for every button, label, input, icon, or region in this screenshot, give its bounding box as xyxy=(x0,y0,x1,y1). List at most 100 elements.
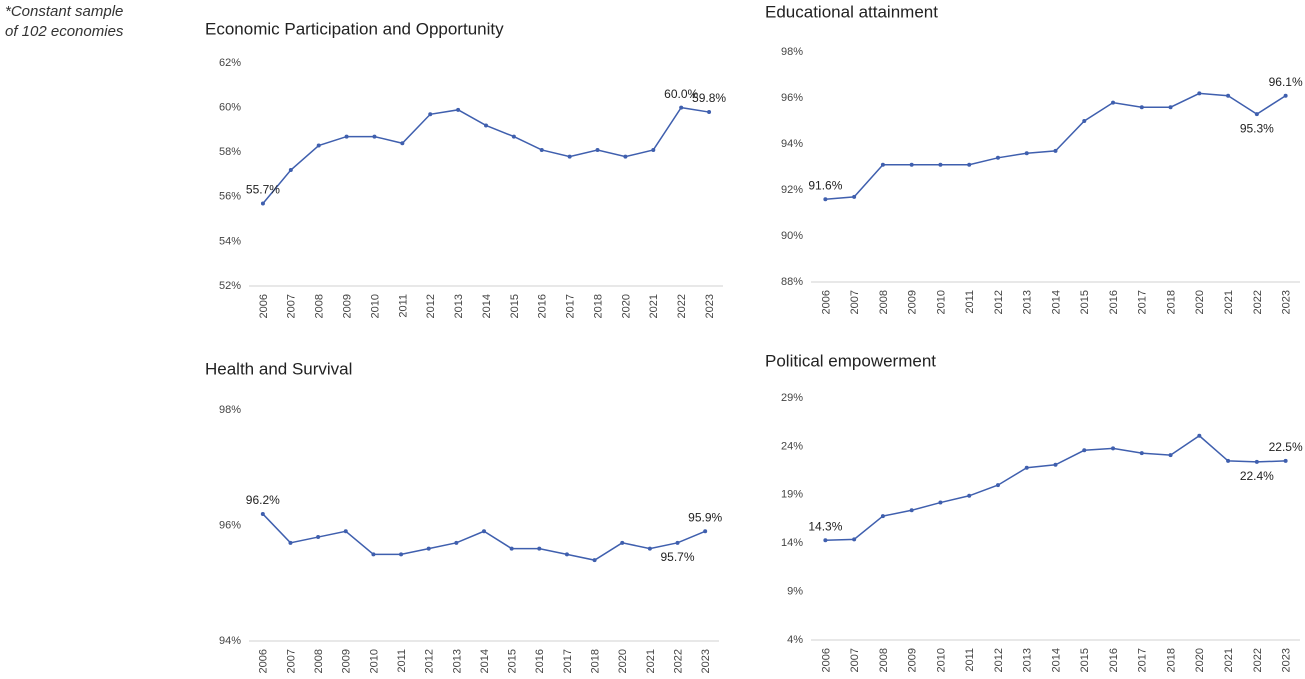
x-tick-label: 2008 xyxy=(878,290,890,314)
note: *Constant sample xyxy=(5,3,123,20)
x-tick-label: 2015 xyxy=(509,294,521,318)
point xyxy=(482,529,486,534)
x-tick-label: 2018 xyxy=(1165,648,1177,672)
point xyxy=(1197,91,1202,96)
x-tick-label: 2016 xyxy=(537,294,549,318)
y-tick-label: 56% xyxy=(219,191,241,203)
point xyxy=(880,162,885,167)
x-tick-label: 2012 xyxy=(993,648,1005,672)
point xyxy=(1082,119,1087,123)
x-tick-label: 2018 xyxy=(589,649,601,673)
x-tick-label: 2015 xyxy=(1079,290,1091,314)
x-tick-label: 2023 xyxy=(1281,290,1293,314)
y-tick-label: 24% xyxy=(781,440,803,452)
x-tick-label: 2014 xyxy=(1050,290,1062,314)
point xyxy=(1139,451,1144,456)
point xyxy=(852,194,857,199)
point xyxy=(995,483,1000,488)
y-tick-label: 98% xyxy=(219,404,241,416)
point xyxy=(454,540,459,545)
chart-title: Health and Survival xyxy=(205,359,352,378)
y-tick-label: 94% xyxy=(781,138,803,150)
point xyxy=(1254,112,1259,117)
x-tick-label: 2014 xyxy=(1050,648,1062,672)
point xyxy=(399,552,404,557)
y-tick-label: 60% xyxy=(219,102,241,114)
point xyxy=(1053,148,1058,153)
x-tick-label: 2007 xyxy=(286,294,298,318)
point xyxy=(539,147,544,152)
point xyxy=(703,529,708,534)
y-tick-label: 62% xyxy=(219,57,241,69)
x-tick-label: 2008 xyxy=(878,648,890,672)
point xyxy=(967,162,972,167)
point xyxy=(426,546,431,551)
line xyxy=(825,92,1287,200)
x-tick-label: 2006 xyxy=(820,290,832,314)
point xyxy=(288,540,293,545)
point xyxy=(938,500,943,505)
x-tick-label: 2013 xyxy=(453,294,465,318)
y-tick-label: 52% xyxy=(219,280,241,292)
x-tick-label: 2013 xyxy=(1022,648,1034,672)
x-tick-label: 2018 xyxy=(592,294,604,318)
point xyxy=(967,493,972,498)
chart-title: Economic Participation and Opportunity xyxy=(205,19,504,38)
data-label: 55.7% xyxy=(246,183,280,197)
point xyxy=(852,537,857,542)
point xyxy=(1168,453,1173,458)
x-tick-label: 2016 xyxy=(1108,290,1120,314)
y-tick-label: 90% xyxy=(781,230,803,242)
x-tick-label: 2009 xyxy=(341,294,353,318)
point xyxy=(484,123,488,128)
point xyxy=(400,141,405,146)
point xyxy=(537,546,542,551)
y-tick-label: 96% xyxy=(219,519,241,531)
point xyxy=(260,201,265,206)
x-tick-label: 2015 xyxy=(1079,648,1091,672)
point xyxy=(880,514,885,519)
point xyxy=(647,546,652,551)
x-tick-label: 2013 xyxy=(451,649,463,673)
x-tick-label: 2020 xyxy=(1194,648,1206,672)
x-tick-label: 2014 xyxy=(479,649,491,673)
x-tick-label: 2017 xyxy=(565,294,577,318)
point xyxy=(707,110,712,115)
x-tick-label: 2011 xyxy=(397,294,409,318)
x-tick-label: 2008 xyxy=(314,294,326,318)
point xyxy=(938,162,943,167)
point xyxy=(509,546,514,551)
data-label: 96.2% xyxy=(246,493,280,507)
x-tick-label: 2010 xyxy=(935,648,947,672)
x-tick-label: 2010 xyxy=(368,649,380,673)
x-tick-label: 2006 xyxy=(258,294,270,318)
point xyxy=(1053,462,1058,467)
data-label: 22.5% xyxy=(1269,440,1303,454)
point xyxy=(316,535,321,540)
point xyxy=(511,134,516,139)
y-tick-label: 29% xyxy=(781,392,803,404)
x-tick-label: 2006 xyxy=(820,648,832,672)
point xyxy=(675,540,680,545)
point xyxy=(1139,105,1144,110)
point xyxy=(428,112,433,117)
x-tick-label: 2007 xyxy=(285,649,297,673)
point xyxy=(1024,465,1029,470)
point xyxy=(620,540,625,545)
point xyxy=(372,134,377,139)
point xyxy=(823,538,828,543)
x-tick-label: 2011 xyxy=(964,290,976,314)
point xyxy=(1024,151,1029,156)
point xyxy=(592,558,597,563)
y-tick-label: 9% xyxy=(787,586,803,598)
x-tick-label: 2008 xyxy=(313,649,325,673)
x-tick-label: 2011 xyxy=(964,648,976,672)
line xyxy=(825,434,1286,542)
point xyxy=(371,552,376,557)
point xyxy=(316,143,321,148)
x-tick-label: 2022 xyxy=(1252,290,1264,314)
x-tick-label: 2009 xyxy=(341,649,353,673)
point xyxy=(909,508,914,513)
y-tick-label: 58% xyxy=(219,146,241,158)
